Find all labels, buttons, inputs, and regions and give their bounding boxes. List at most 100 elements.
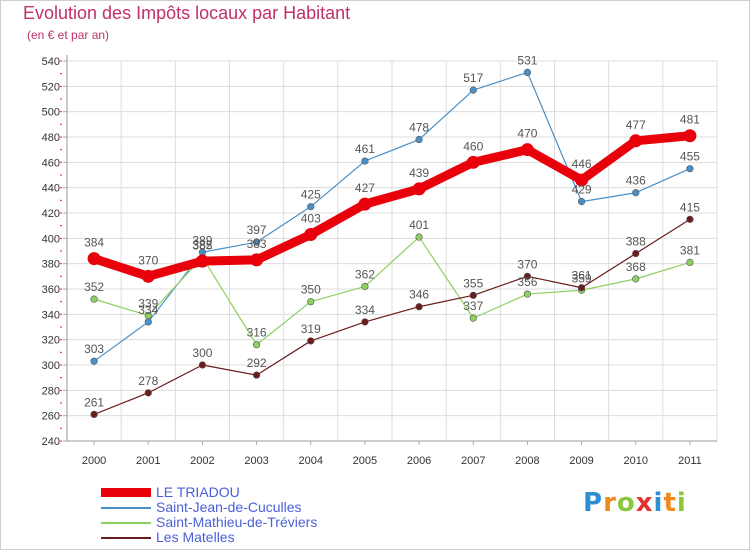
data-point-les-matelles	[252, 371, 261, 379]
data-label-le-triadou: 403	[301, 212, 321, 226]
data-label-saint-jean-de-cuculles: 425	[301, 188, 321, 202]
data-label-les-matelles: 261	[84, 395, 104, 409]
data-point-saint-mathieu-de-treviers	[415, 233, 423, 241]
data-point-saint-jean-de-cuculles	[307, 203, 315, 211]
legend-label: LE TRIADOU	[156, 484, 240, 500]
data-point-saint-mathieu-de-treviers	[686, 258, 694, 267]
data-label-saint-mathieu-de-treviers: 339	[138, 297, 158, 311]
data-point-le-triadou	[87, 252, 101, 266]
y-tick-label: 400	[42, 233, 60, 245]
data-point-les-matelles	[415, 303, 423, 311]
data-label-les-matelles: 292	[247, 356, 267, 370]
y-tick-label: 420	[42, 208, 60, 220]
legend-label: Saint-Mathieu-de-Tréviers	[156, 514, 318, 530]
data-label-saint-jean-de-cuculles: 455	[680, 150, 700, 164]
data-label-le-triadou: 470	[517, 127, 537, 141]
logo-letter: o	[616, 488, 636, 518]
data-label-le-triadou: 439	[409, 166, 429, 180]
data-point-saint-mathieu-de-treviers	[90, 295, 98, 303]
data-point-saint-jean-de-cuculles	[415, 135, 423, 144]
legend-swatch	[101, 522, 151, 524]
chart-title: Evolution des Impôts locaux par Habitant	[23, 3, 351, 23]
data-label-les-matelles: 361	[572, 269, 592, 283]
data-point-le-triadou	[141, 269, 155, 283]
data-point-saint-mathieu-de-treviers	[632, 275, 640, 283]
data-label-les-matelles: 319	[301, 322, 321, 336]
y-tick-label: 300	[42, 360, 60, 372]
data-label-le-triadou: 427	[355, 181, 375, 195]
data-point-le-triadou	[250, 253, 264, 267]
data-point-saint-jean-de-cuculles	[90, 357, 98, 365]
logo-letter: i	[653, 488, 664, 518]
y-tick-label: 320	[42, 335, 60, 347]
legend-label: Saint-Jean-de-Cuculles	[156, 499, 302, 515]
data-point-saint-mathieu-de-treviers	[252, 341, 261, 349]
data-point-saint-mathieu-de-treviers	[469, 314, 477, 322]
data-point-saint-jean-de-cuculles	[252, 238, 261, 246]
data-label-saint-jean-de-cuculles: 397	[247, 223, 267, 237]
logo-letter: t	[663, 488, 677, 518]
x-tick-label: 2010	[624, 455, 648, 467]
data-label-saint-mathieu-de-treviers: 385	[192, 238, 212, 252]
x-tick-label: 2009	[569, 455, 593, 467]
legend-swatch	[101, 488, 151, 497]
y-tick-label: 340	[42, 309, 60, 321]
data-label-saint-mathieu-de-treviers: 362	[355, 267, 375, 281]
x-tick-label: 2003	[244, 455, 268, 467]
y-tick-label: 360	[42, 284, 60, 296]
data-label-les-matelles: 388	[626, 235, 646, 249]
data-point-saint-jean-de-cuculles	[577, 198, 586, 206]
data-point-saint-mathieu-de-treviers	[523, 290, 532, 298]
data-label-saint-mathieu-de-treviers: 359	[572, 271, 592, 285]
data-label-le-triadou: 446	[572, 157, 592, 171]
data-point-saint-mathieu-de-treviers	[307, 298, 315, 306]
data-label-saint-mathieu-de-treviers: 356	[517, 275, 537, 289]
data-point-les-matelles	[144, 389, 152, 397]
data-point-les-matelles	[361, 318, 369, 326]
data-label-le-triadou: 481	[680, 113, 700, 127]
data-point-saint-jean-de-cuculles	[632, 189, 640, 197]
x-tick-label: 2007	[461, 455, 485, 467]
data-label-le-triadou: 460	[463, 139, 483, 153]
legend-swatch	[101, 507, 151, 509]
data-label-saint-jean-de-cuculles: 531	[517, 53, 537, 67]
data-point-saint-mathieu-de-treviers	[361, 282, 369, 291]
logo-letter: x	[635, 488, 654, 518]
y-tick-label: 540	[42, 56, 60, 68]
y-tick-label: 460	[42, 157, 60, 169]
data-label-saint-mathieu-de-treviers: 368	[626, 260, 646, 274]
x-tick-label: 2006	[407, 455, 431, 467]
x-tick-label: 2004	[299, 455, 323, 467]
data-point-le-triadou	[575, 173, 589, 187]
data-point-le-triadou	[629, 134, 643, 148]
x-tick-label: 2000	[82, 455, 106, 467]
data-point-les-matelles	[632, 249, 640, 258]
data-point-les-matelles	[577, 284, 586, 292]
data-point-les-matelles	[469, 291, 477, 299]
y-tick-label: 260	[42, 411, 60, 423]
data-point-le-triadou	[358, 197, 372, 211]
data-label-saint-jean-de-cuculles: 303	[84, 342, 104, 356]
data-point-les-matelles	[686, 215, 694, 223]
data-label-saint-jean-de-cuculles: 461	[355, 142, 375, 156]
x-tick-label: 2002	[190, 455, 214, 467]
data-point-saint-jean-de-cuculles	[686, 165, 694, 173]
y-tick-label: 500	[42, 107, 60, 119]
data-label-les-matelles: 334	[355, 303, 375, 317]
y-tick-label: 480	[42, 132, 60, 144]
x-tick-label: 2001	[136, 455, 160, 467]
data-label-saint-jean-de-cuculles: 436	[626, 174, 646, 188]
data-label-les-matelles: 346	[409, 288, 429, 302]
y-tick-label: 280	[42, 385, 60, 397]
logo-letter: P	[583, 488, 604, 518]
series-line-les-matelles	[93, 218, 691, 415]
data-label-saint-mathieu-de-treviers: 337	[463, 299, 483, 313]
data-point-le-triadou	[466, 155, 480, 169]
legend-label: Les Matelles	[156, 529, 235, 545]
data-label-les-matelles: 415	[680, 200, 700, 214]
data-point-saint-jean-de-cuculles	[469, 86, 477, 94]
data-label-saint-mathieu-de-treviers: 316	[247, 326, 267, 340]
proxiti-logo: Proxiti	[583, 488, 687, 518]
